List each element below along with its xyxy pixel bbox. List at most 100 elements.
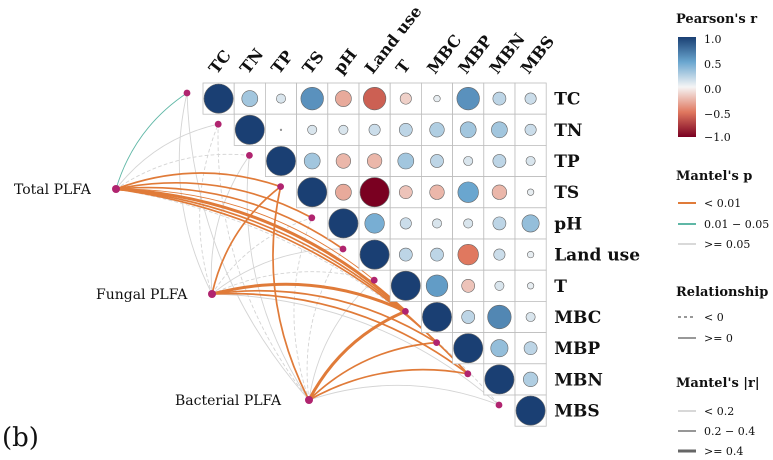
target-node-tc bbox=[183, 89, 191, 97]
legend-mantel-r: Mantel's |r| < 0.2 0.2 − 0.4 >= 0.4 bbox=[676, 376, 760, 458]
mantel-link-fungal-plfa-tc bbox=[178, 92, 213, 295]
corr-circle-t-mbs bbox=[527, 282, 535, 290]
col-label-ph: pH bbox=[330, 45, 361, 77]
mantel-link-fungal-plfa-mbn bbox=[211, 292, 469, 375]
corr-circle-tn-mbs bbox=[524, 123, 537, 136]
col-label-mbp: MBP bbox=[454, 32, 496, 78]
corr-circle-land-use-mbs bbox=[527, 251, 535, 259]
target-node-mbc bbox=[402, 308, 409, 315]
corr-circle-tc-t bbox=[399, 92, 412, 105]
legend-mantel-p: Mantel's p < 0.01 0.01 − 0.05 >= 0.05 bbox=[676, 169, 769, 251]
mantel-link-bacterial-plfa-tc bbox=[186, 92, 310, 401]
row-label-tp: TP bbox=[554, 152, 580, 172]
pearson-tick-3: 0.0 bbox=[704, 83, 722, 96]
corr-circle-ph-mbs bbox=[521, 214, 540, 233]
corr-circle-mbp-mbs bbox=[523, 341, 538, 356]
corr-circle-tc-ts bbox=[300, 86, 324, 111]
row-label-mbp: MBP bbox=[554, 339, 600, 359]
mantel-link-bacterial-plfa-ts bbox=[272, 185, 310, 401]
col-label-tc: TC bbox=[205, 46, 235, 77]
corr-circle-land-use-land-use bbox=[359, 239, 390, 270]
corr-circle-t-mbp bbox=[461, 278, 476, 293]
target-node-mbs bbox=[495, 401, 503, 409]
mantel-nodes-layer: Total PLFA Fungal PLFA Bacterial PLFA bbox=[14, 89, 503, 409]
corr-circle-mbc-mbs bbox=[525, 312, 536, 322]
corr-circle-land-use-mbn bbox=[493, 248, 506, 261]
corr-circle-ts-ph bbox=[335, 183, 352, 201]
corr-circle-ts-mbp bbox=[457, 181, 479, 203]
corr-circle-ph-t bbox=[399, 217, 412, 230]
corr-circle-tn-tp bbox=[279, 128, 283, 131]
source-node-fungal-plfa bbox=[208, 290, 216, 298]
corr-circle-ts-mbs bbox=[527, 188, 535, 196]
panel-label: (b) bbox=[2, 423, 39, 453]
mantel-link-total-plfa-mbn bbox=[115, 188, 469, 375]
corr-circle-tn-ts bbox=[307, 124, 318, 135]
target-node-ts bbox=[277, 183, 284, 191]
corr-circle-t-mbc bbox=[425, 274, 449, 297]
corr-circle-land-use-mbc bbox=[430, 247, 444, 262]
corr-circle-tn-t bbox=[398, 122, 413, 137]
row-label-land-use: Land use bbox=[554, 246, 640, 266]
corr-circle-ph-ph bbox=[328, 208, 359, 239]
target-node-land-use bbox=[339, 245, 347, 253]
target-node-t bbox=[370, 276, 378, 284]
pearson-tick-5: −1.0 bbox=[704, 131, 731, 144]
row-label-ts: TS bbox=[554, 183, 579, 203]
relationship-item-neg: < 0 bbox=[704, 311, 724, 324]
corr-circle-t-mbn bbox=[494, 280, 505, 291]
row-label-tc: TC bbox=[554, 90, 580, 110]
mantel-link-total-plfa-mbc bbox=[114, 187, 407, 313]
col-label-tn: TN bbox=[236, 45, 267, 78]
corr-circle-tp-mbc bbox=[430, 154, 444, 168]
mantel-link-bacterial-plfa-mbp bbox=[308, 341, 438, 401]
col-label-t: T bbox=[392, 56, 414, 77]
mantel-r-item-2: 0.2 − 0.4 bbox=[704, 425, 755, 438]
pearson-tick-2: 0.5 bbox=[704, 58, 722, 71]
col-label-tp: TP bbox=[267, 47, 297, 78]
mantel-p-item-2: 0.01 − 0.05 bbox=[704, 218, 769, 231]
mantel-link-bacterial-plfa-tn bbox=[217, 123, 310, 401]
corr-circle-ts-mbn bbox=[491, 184, 508, 200]
target-node-ph bbox=[308, 214, 316, 222]
mantel-link-fungal-plfa-mbc bbox=[210, 282, 407, 313]
pearson-colorbar bbox=[678, 37, 696, 137]
corr-circle-tn-mbn bbox=[491, 121, 508, 139]
pearson-tick-1: 1.0 bbox=[704, 33, 722, 46]
corr-circle-tp-mbn bbox=[492, 154, 507, 168]
corr-circle-tp-ts bbox=[303, 152, 321, 170]
corr-circle-tp-mbs bbox=[525, 156, 536, 166]
corr-circle-mbn-mbs bbox=[522, 371, 539, 388]
mantel-link-fungal-plfa-mbs bbox=[211, 293, 500, 406]
target-node-tn bbox=[214, 120, 222, 128]
row-label-mbc: MBC bbox=[554, 308, 601, 328]
corr-circle-mbp-mbn bbox=[490, 339, 509, 358]
corr-circle-tc-tc bbox=[203, 83, 234, 114]
row-label-ph: pH bbox=[554, 214, 582, 234]
corr-circle-tc-tn bbox=[241, 90, 259, 107]
legend-pearson: Pearson's r 1.0 0.5 0.0 −0.5 −1.0 bbox=[676, 12, 757, 144]
corr-circle-tc-mbp bbox=[456, 86, 480, 111]
corr-circle-tc-mbc bbox=[433, 95, 441, 103]
corr-circle-land-use-mbp bbox=[457, 243, 479, 266]
mantel-link-total-plfa-ts bbox=[115, 172, 282, 190]
row-label-tn: TN bbox=[554, 121, 582, 141]
corr-circle-tc-land-use bbox=[362, 86, 387, 111]
cell-tn-mbs bbox=[514, 113, 547, 146]
corr-circle-mbp-mbp bbox=[453, 333, 484, 364]
corr-circle-ts-land-use bbox=[359, 177, 390, 208]
corr-circle-mbn-mbn bbox=[484, 364, 515, 395]
corr-circle-mbc-mbp bbox=[461, 310, 476, 324]
corr-circle-tc-mbs bbox=[524, 92, 537, 105]
cell-mbp-mbs bbox=[514, 332, 547, 365]
source-label-bacterial-plfa: Bacterial PLFA bbox=[175, 393, 282, 409]
mantel-link-bacterial-plfa-tp bbox=[246, 154, 310, 401]
corr-circle-tn-mbp bbox=[459, 121, 477, 139]
mantel-p-item-1: < 0.01 bbox=[704, 197, 741, 210]
corr-circle-ts-ts bbox=[297, 177, 328, 208]
col-label-ts: TS bbox=[298, 47, 327, 77]
mantel-link-bacterial-plfa-mbc bbox=[307, 309, 407, 402]
corr-circle-tp-ph bbox=[335, 153, 352, 169]
